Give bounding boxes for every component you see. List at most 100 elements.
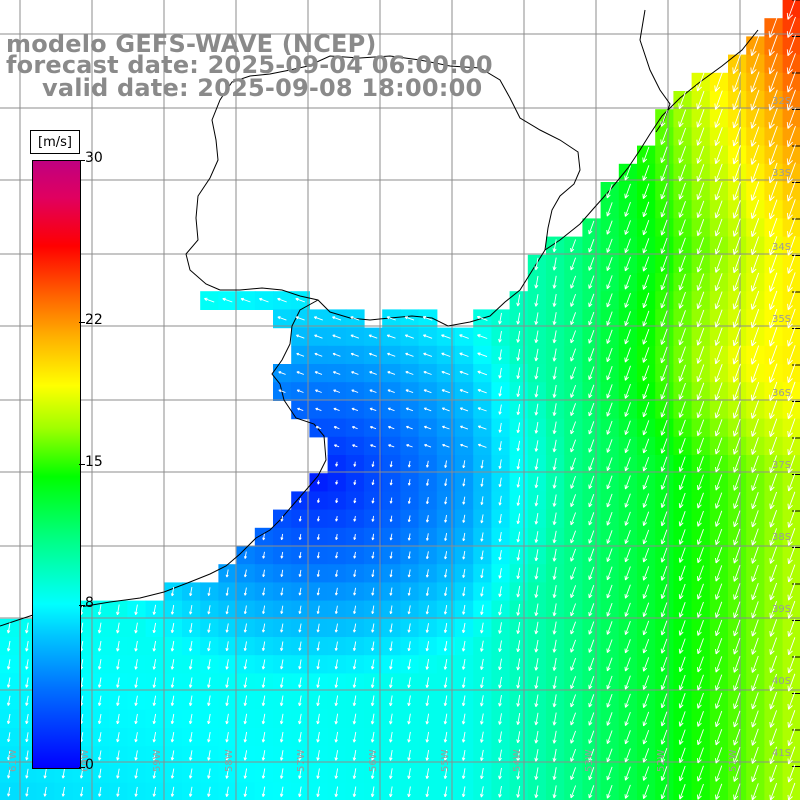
wind-arrow — [642, 602, 650, 618]
wind-arrow — [750, 327, 760, 347]
wind-arrow — [552, 676, 557, 690]
wind-arrow — [732, 71, 742, 93]
wind-arrow — [552, 767, 557, 781]
wind-arrow — [389, 497, 393, 504]
wind-arrow — [261, 641, 266, 651]
wind-arrow — [389, 731, 393, 743]
wind-arrow — [480, 532, 484, 542]
wind-arrow — [480, 695, 484, 707]
wind-arrow — [570, 366, 577, 380]
wind-arrow — [407, 786, 411, 798]
wind-arrow — [660, 529, 668, 545]
wind-arrow — [258, 297, 269, 303]
wind-arrow — [389, 659, 393, 670]
wind-arrow — [188, 786, 193, 797]
wind-arrow — [498, 495, 502, 506]
title-valid-date: valid date: 2025-09-08 18:00:00 — [42, 74, 483, 102]
colorbar-units: [m/s] — [30, 130, 80, 154]
wind-arrow — [371, 641, 375, 651]
wind-arrow — [405, 352, 414, 357]
wind-arrow — [732, 218, 741, 237]
wind-arrow — [116, 750, 120, 761]
wind-arrow — [316, 713, 320, 725]
wind-arrow — [769, 455, 778, 474]
wind-arrow — [696, 492, 704, 509]
wind-arrow — [298, 516, 302, 522]
wind-arrow — [516, 676, 521, 689]
wind-arrow — [261, 750, 266, 761]
wind-arrow — [787, 473, 796, 492]
wind-arrow — [443, 786, 448, 798]
wind-arrow — [678, 310, 686, 328]
wind-arrow — [769, 327, 778, 347]
wind-arrow — [552, 293, 557, 307]
wind-arrow — [314, 352, 323, 357]
wind-arrow — [352, 731, 357, 743]
wind-arrow — [715, 455, 723, 473]
wind-arrow — [6, 640, 11, 652]
wind-arrow — [368, 334, 378, 339]
wind-arrow — [552, 512, 557, 526]
wind-arrow — [425, 768, 430, 779]
wind-arrow — [714, 200, 723, 219]
wind-arrow — [787, 235, 796, 256]
wind-arrow — [715, 565, 723, 582]
wind-arrow — [787, 400, 796, 420]
wind-arrow — [170, 586, 175, 597]
wind-arrow — [678, 382, 686, 400]
wind-arrow — [423, 389, 432, 394]
longitude-label: 54W — [512, 749, 523, 772]
title-model: modelo GEFS-WAVE (NCEP) — [6, 30, 377, 58]
wind-arrow — [314, 334, 323, 339]
wind-arrow — [371, 533, 375, 541]
wind-arrow — [570, 676, 577, 690]
wind-arrow — [298, 786, 302, 798]
wind-arrow — [534, 440, 539, 452]
wind-arrow — [750, 309, 760, 329]
wind-arrow — [660, 365, 668, 382]
wind-arrow — [786, 180, 796, 202]
wind-arrow — [678, 693, 686, 709]
wind-arrow — [444, 514, 448, 523]
wind-arrow — [642, 620, 650, 636]
wind-arrow — [642, 711, 650, 727]
wind-arrow — [624, 311, 631, 327]
wind-arrow — [751, 783, 759, 800]
wind-arrow — [714, 400, 723, 419]
wind-arrow — [243, 623, 247, 633]
wind-arrow — [243, 786, 248, 797]
wind-arrow — [243, 659, 248, 670]
wind-arrow — [714, 72, 723, 92]
wind-arrow — [516, 312, 521, 325]
wind-arrow — [678, 456, 686, 472]
wind-arrow — [334, 786, 339, 798]
wind-arrow — [243, 551, 247, 559]
wind-arrow — [696, 109, 705, 128]
wind-arrow — [570, 548, 577, 562]
wind-arrow — [769, 400, 778, 420]
title-forecast-date: forecast date: 2025-09-04 06:00:00 — [6, 51, 493, 79]
wind-arrow — [369, 425, 377, 430]
wind-arrow — [480, 459, 484, 469]
wind-arrow — [404, 316, 415, 321]
wind-arrow — [570, 585, 577, 599]
wind-arrow — [552, 384, 557, 398]
wind-arrow — [751, 510, 759, 528]
wind-arrow — [624, 602, 631, 617]
wind-arrow — [134, 659, 138, 670]
wind-arrow — [498, 676, 502, 689]
wind-arrow — [389, 768, 393, 779]
colorbar-tick-mark — [79, 767, 85, 768]
wind-arrow — [624, 511, 631, 526]
wind-arrow — [660, 401, 668, 418]
wind-arrow — [624, 438, 631, 454]
wind-arrow — [769, 473, 778, 492]
wind-arrow — [733, 510, 741, 528]
wind-arrow — [660, 547, 668, 563]
wind-arrow — [678, 565, 686, 582]
wind-arrow — [222, 297, 233, 303]
wind-arrow — [243, 713, 248, 725]
wind-arrow — [696, 90, 705, 110]
wind-arrow — [459, 334, 469, 339]
wind-arrow — [516, 622, 521, 634]
